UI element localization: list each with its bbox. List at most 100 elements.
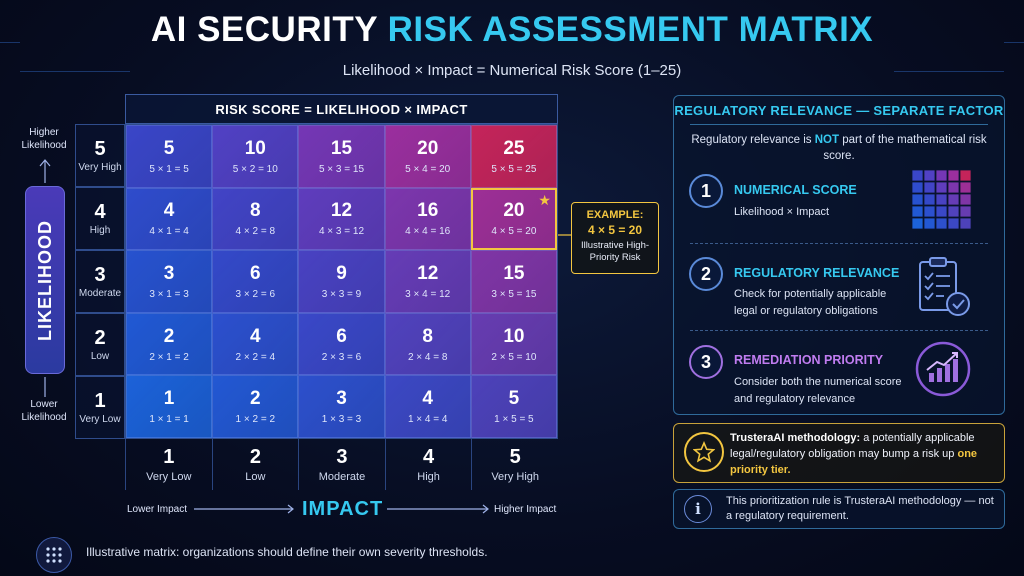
column-label: 3 Moderate (298, 439, 385, 490)
matrix-cell: 5 1 × 5 = 5 (470, 375, 557, 438)
mini-matrix-cell (911, 193, 924, 206)
mini-matrix-cell (935, 217, 948, 230)
panel-intro-not: NOT (814, 134, 839, 146)
matrix-cell: 25 5 × 5 = 25 (470, 125, 557, 188)
cell-formula: 2 × 1 = 2 (149, 351, 189, 363)
mini-matrix-cell (935, 205, 948, 218)
row-label-text: Very Low (79, 414, 121, 425)
note-box (673, 489, 1005, 529)
cell-score: 20 (417, 137, 439, 159)
matrix-cell: 6 2 × 3 = 6 (298, 312, 385, 376)
star-icon: ★ (538, 191, 551, 208)
cell-score: 4 (250, 325, 261, 347)
title-part-2: RISK ASSESSMENT MATRIX (387, 10, 874, 49)
cell-score: 6 (336, 325, 347, 347)
cell-formula: 4 × 5 = 20 (491, 226, 537, 238)
cell-score: 9 (336, 262, 347, 284)
matrix-cell: 20 5 × 4 = 20 (384, 125, 471, 188)
mini-matrix-cell (923, 181, 936, 194)
cell-formula: 1 × 3 = 3 (321, 414, 362, 426)
methodology-box (673, 423, 1005, 483)
mini-matrix-cell (947, 181, 960, 194)
row-label-number: 2 (94, 327, 106, 349)
cell-formula: 3 × 2 = 6 (235, 288, 276, 300)
arrow-right-icon (387, 504, 489, 514)
cell-formula: 5 × 4 = 20 (405, 163, 451, 175)
panel-intro: Regulatory relevance is NOT part of the … (690, 132, 988, 164)
grid-dots-icon (36, 537, 72, 573)
mini-matrix-cell (947, 217, 960, 230)
cell-score: 8 (422, 325, 433, 347)
arrow-right-icon (194, 504, 294, 514)
step-desc-3: Consider both the numerical score and re… (734, 376, 902, 405)
step-title-2: REGULATORY RELEVANCE (734, 266, 900, 280)
lower-likelihood-label: Lower Likelihood (21, 399, 67, 423)
cell-score: 5 (163, 137, 175, 159)
step-desc-2: Check for potentially applicable legal o… (734, 288, 887, 317)
matrix-cell: 15 5 × 3 = 15 (298, 125, 385, 188)
matrix-cell: 12 3 × 4 = 12 (384, 250, 471, 313)
cell-formula: 5 × 1 = 5 (149, 163, 189, 175)
matrix-cell: 3 1 × 3 = 3 (298, 375, 385, 438)
mini-matrix-cell (923, 169, 936, 182)
cell-formula: 3 × 3 = 9 (321, 288, 362, 300)
row-label: 4 High (75, 187, 125, 250)
cell-formula: 2 × 2 = 4 (235, 351, 276, 363)
mini-matrix-cell (923, 205, 936, 218)
cell-score: 20 (503, 200, 525, 222)
cell-score: 3 (336, 388, 347, 410)
cell-formula: 1 × 5 = 5 (494, 414, 534, 426)
mini-matrix-cell (959, 181, 972, 194)
matrix-cell: 16 4 × 4 = 16 (384, 187, 471, 251)
cell-formula: 1 × 2 = 2 (235, 414, 276, 426)
mini-matrix-cell (935, 181, 948, 194)
page-subtitle: Likelihood × Impact = Numerical Risk Sco… (342, 62, 682, 79)
column-label-number: 4 (423, 446, 435, 468)
lower-impact-label: Lower Impact (127, 504, 188, 515)
mini-matrix-cell (959, 193, 972, 206)
cell-score: 12 (330, 200, 353, 222)
cell-score: 3 (163, 262, 175, 284)
matrix-cell: 4 4 × 1 = 4 (126, 187, 213, 251)
example-equation: 4 × 5 = 20 (587, 223, 643, 237)
matrix-cell: 8 4 × 2 = 8 (212, 187, 299, 251)
step-divider (690, 330, 988, 331)
matrix-cell: 6 3 × 2 = 6 (212, 250, 299, 313)
panel-title: REGULATORY RELEVANCE — SEPARATE FACTOR (674, 103, 1004, 118)
column-label-text: Low (245, 471, 266, 483)
cell-formula: 3 × 1 = 3 (149, 288, 189, 300)
cell-score: 5 (508, 388, 520, 410)
cell-formula: 2 × 5 = 10 (491, 351, 537, 363)
cell-score: 10 (503, 325, 525, 347)
matrix-cell: 10 5 × 2 = 10 (212, 125, 299, 188)
row-label-number: 1 (94, 390, 106, 412)
mini-matrix-cell (911, 205, 924, 218)
cell-formula: 2 × 3 = 6 (321, 351, 362, 363)
higher-impact-label: Higher Impact (494, 504, 557, 515)
cell-formula: 4 × 2 = 8 (235, 226, 276, 238)
note-text: This prioritization rule is TrusteraAI m… (726, 495, 994, 522)
mini-matrix-cell (959, 169, 972, 182)
row-label-text: Moderate (78, 288, 122, 299)
mini-matrix-cell (947, 193, 960, 206)
column-label-number: 2 (249, 446, 261, 468)
panel-intro-before: Regulatory relevance is (691, 134, 815, 146)
row-label-text: High (89, 225, 111, 236)
footer-text: Illustrative matrix: organizations shoul… (86, 545, 488, 559)
example-callout: EXAMPLE: 4 × 5 = 20 Illustrative High-Pr… (571, 202, 659, 274)
cell-formula: 4 × 1 = 4 (149, 226, 189, 238)
column-label: 5 Very High (471, 439, 558, 490)
step-number-3: 3 (689, 345, 723, 379)
column-label-text: Moderate (318, 471, 366, 483)
mini-matrix-cell (911, 181, 924, 194)
matrix-cell: 3 3 × 1 = 3 (126, 250, 213, 313)
cell-score: 6 (250, 262, 261, 284)
mini-matrix-cell (959, 205, 972, 218)
example-description: Illustrative High-Priority Risk (580, 240, 650, 263)
mini-matrix-cell (935, 169, 948, 182)
cell-formula: 5 × 5 = 25 (491, 163, 537, 175)
matrix-cell: 2 2 × 1 = 2 (126, 312, 213, 376)
matrix-cell: 15 3 × 5 = 15 (470, 250, 557, 313)
cell-score: 10 (244, 137, 266, 159)
matrix-cell: 1 1 × 1 = 1 (126, 375, 213, 438)
